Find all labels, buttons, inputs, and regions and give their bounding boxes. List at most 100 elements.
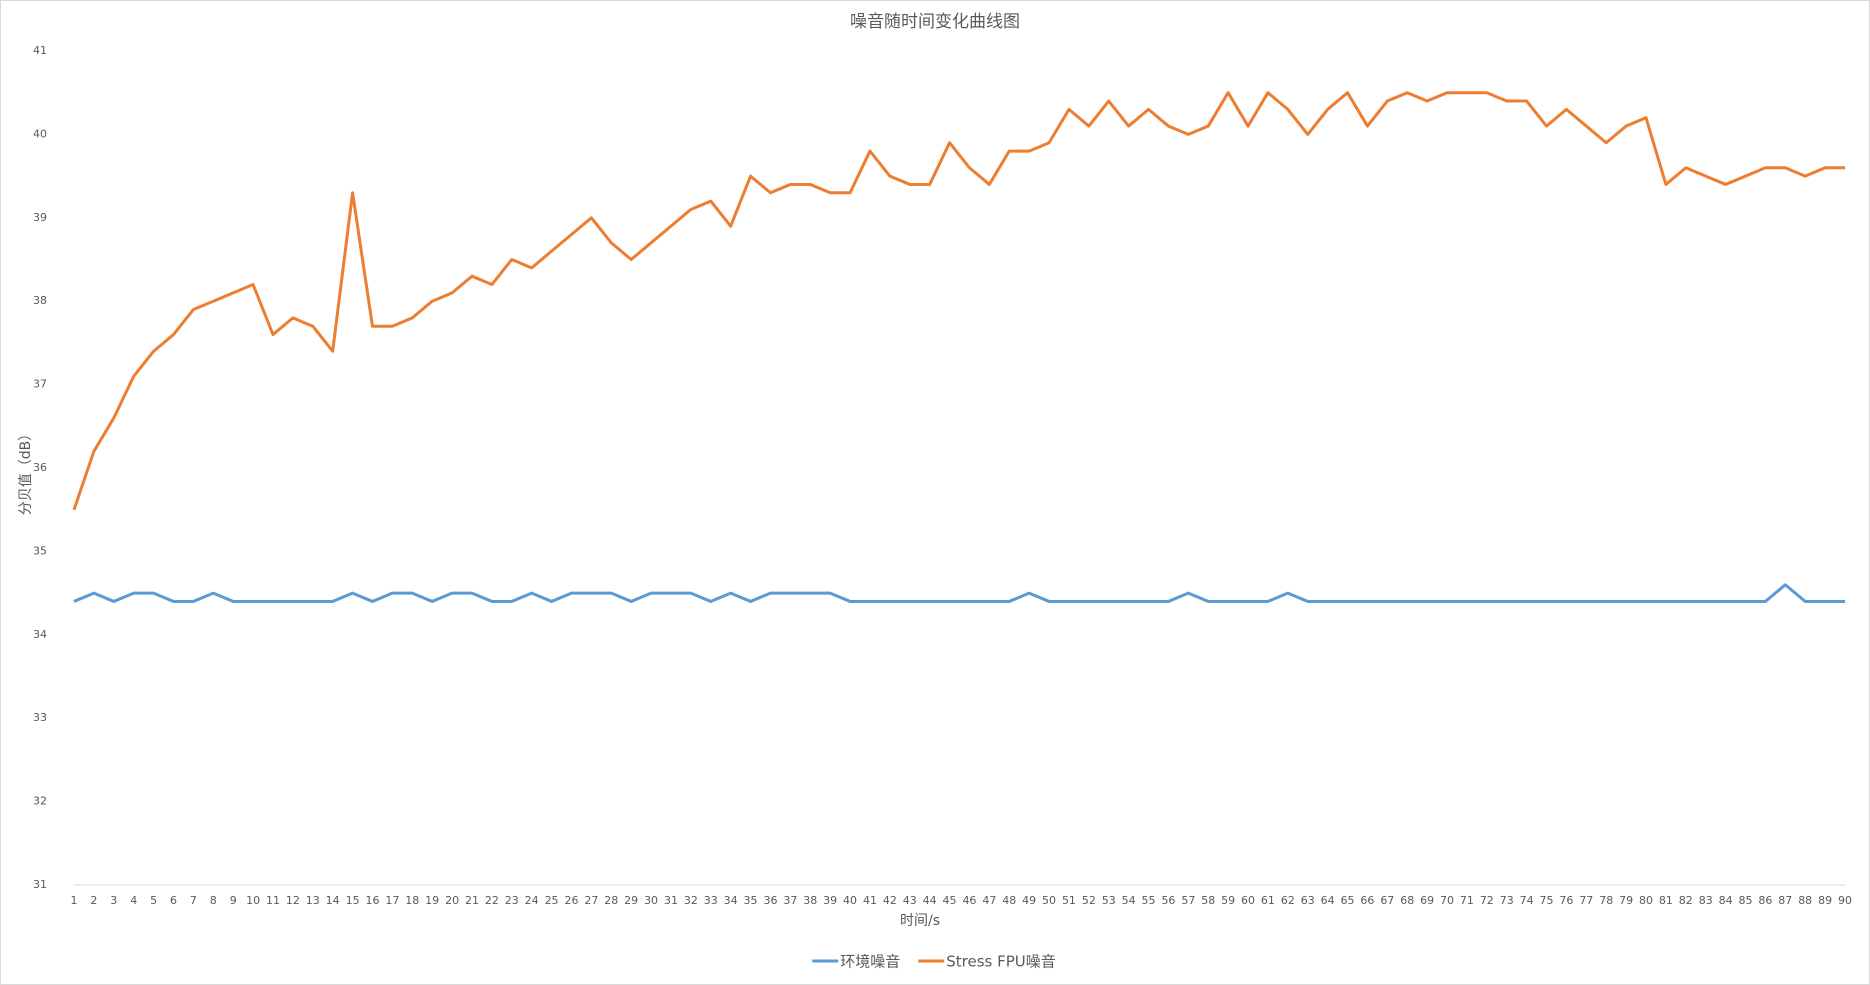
legend-label: 环境噪音: [840, 953, 900, 971]
series-line: [72, 91, 1845, 511]
x-tick-label: 74: [1520, 894, 1534, 907]
x-tick-label: 73: [1500, 894, 1514, 907]
x-tick-label: 53: [1102, 894, 1116, 907]
x-tick-label: 78: [1599, 894, 1613, 907]
x-tick-label: 67: [1380, 894, 1394, 907]
x-tick-label: 56: [1161, 894, 1175, 907]
x-tick-label: 23: [505, 894, 519, 907]
x-tick-label: 1: [71, 894, 78, 907]
x-tick-label: 6: [170, 894, 177, 907]
x-tick-label: 87: [1778, 894, 1792, 907]
x-tick-label: 41: [863, 894, 877, 907]
x-tick-label: 28: [604, 894, 618, 907]
x-tick-label: 68: [1400, 894, 1414, 907]
y-tick-label: 40: [33, 127, 47, 140]
x-tick-label: 85: [1739, 894, 1753, 907]
y-tick-label: 39: [33, 211, 47, 224]
x-tick-label: 38: [803, 894, 817, 907]
x-tick-label: 83: [1699, 894, 1713, 907]
x-tick-label: 5: [150, 894, 157, 907]
x-tick-label: 17: [385, 894, 399, 907]
x-tick-label: 88: [1798, 894, 1812, 907]
y-tick-label: 33: [33, 711, 47, 724]
x-tick-label: 81: [1659, 894, 1673, 907]
x-tick-label: 50: [1042, 894, 1056, 907]
x-tick-label: 31: [664, 894, 678, 907]
chart-title: 噪音随时间变化曲线图: [850, 12, 1020, 32]
x-tick-label: 22: [485, 894, 499, 907]
x-tick-label: 76: [1559, 894, 1573, 907]
x-tick-label: 64: [1321, 894, 1335, 907]
x-tick-label: 42: [883, 894, 897, 907]
x-tick-label: 36: [763, 894, 777, 907]
y-tick-label: 37: [33, 378, 47, 391]
x-tick-label: 47: [982, 894, 996, 907]
x-tick-label: 51: [1062, 894, 1076, 907]
x-tick-label: 29: [624, 894, 638, 907]
series-line: [73, 583, 1845, 603]
x-tick-label: 13: [306, 894, 320, 907]
x-tick-label: 35: [744, 894, 758, 907]
x-tick-label: 63: [1301, 894, 1315, 907]
x-tick-label: 14: [326, 894, 340, 907]
x-tick-label: 69: [1420, 894, 1434, 907]
x-tick-label: 77: [1579, 894, 1593, 907]
x-tick-label: 59: [1221, 894, 1235, 907]
x-tick-label: 12: [286, 894, 300, 907]
x-tick-label: 4: [130, 894, 137, 907]
x-tick-label: 55: [1142, 894, 1156, 907]
legend-label: Stress FPU噪音: [946, 953, 1056, 971]
x-tick-label: 40: [843, 894, 857, 907]
y-tick-label: 38: [33, 294, 47, 307]
x-tick-label: 80: [1639, 894, 1653, 907]
x-tick-label: 26: [564, 894, 578, 907]
y-tick-label: 35: [33, 544, 47, 557]
y-tick-label: 34: [33, 628, 47, 641]
x-tick-label: 19: [425, 894, 439, 907]
y-tick-label: 41: [33, 44, 47, 57]
x-tick-label: 62: [1281, 894, 1295, 907]
x-tick-label: 61: [1261, 894, 1275, 907]
x-tick-label: 43: [903, 894, 917, 907]
x-tick-label: 16: [365, 894, 379, 907]
x-tick-label: 79: [1619, 894, 1633, 907]
x-tick-label: 34: [724, 894, 738, 907]
x-tick-label: 27: [584, 894, 598, 907]
x-tick-label: 15: [346, 894, 360, 907]
x-tick-label: 33: [704, 894, 718, 907]
x-tick-label: 57: [1181, 894, 1195, 907]
x-tick-label: 49: [1022, 894, 1036, 907]
x-tick-label: 25: [545, 894, 559, 907]
x-tick-label: 39: [823, 894, 837, 907]
x-tick-label: 10: [246, 894, 260, 907]
x-tick-label: 60: [1241, 894, 1255, 907]
x-tick-label: 45: [943, 894, 957, 907]
x-tick-label: 52: [1082, 894, 1096, 907]
x-tick-label: 8: [210, 894, 217, 907]
x-tick-label: 44: [923, 894, 937, 907]
x-tick-label: 72: [1480, 894, 1494, 907]
x-tick-label: 65: [1341, 894, 1355, 907]
y-tick-label: 31: [33, 878, 47, 891]
x-tick-label: 2: [90, 894, 97, 907]
x-tick-label: 21: [465, 894, 479, 907]
y-tick-label: 32: [33, 795, 47, 808]
x-tick-label: 82: [1679, 894, 1693, 907]
y-axis-label: 分贝值（dB）: [18, 427, 34, 516]
x-tick-label: 7: [190, 894, 197, 907]
x-tick-label: 46: [962, 894, 976, 907]
x-tick-label: 32: [684, 894, 698, 907]
x-tick-label: 70: [1440, 894, 1454, 907]
x-tick-label: 75: [1540, 894, 1554, 907]
x-tick-label: 9: [230, 894, 237, 907]
x-tick-label: 24: [525, 894, 539, 907]
x-tick-label: 54: [1122, 894, 1136, 907]
x-tick-label: 90: [1838, 894, 1852, 907]
x-tick-label: 18: [405, 894, 419, 907]
x-tick-label: 20: [445, 894, 459, 907]
y-tick-label: 36: [33, 461, 47, 474]
x-tick-label: 11: [266, 894, 280, 907]
x-tick-label: 86: [1758, 894, 1772, 907]
x-tick-label: 48: [1002, 894, 1016, 907]
